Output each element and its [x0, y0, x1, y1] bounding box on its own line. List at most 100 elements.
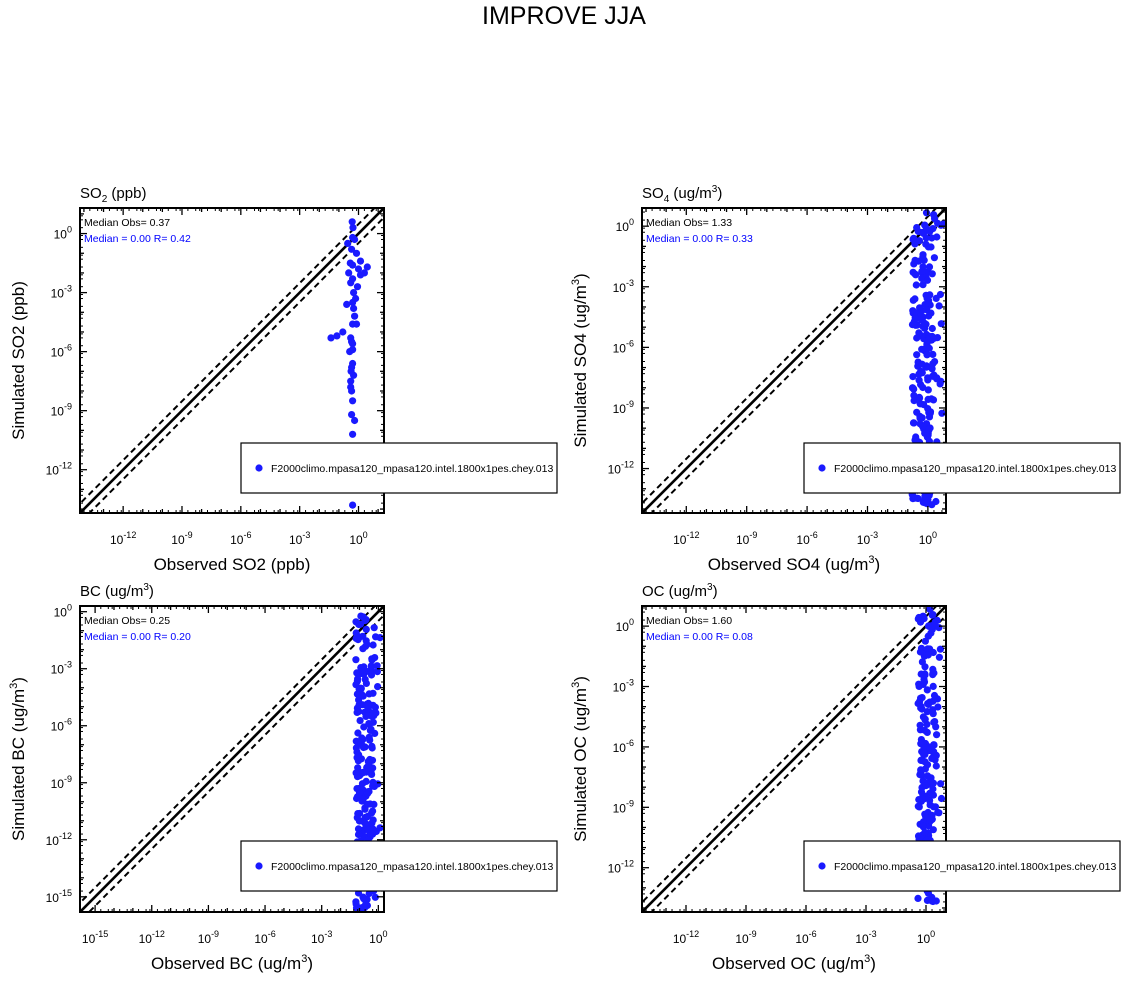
data-point — [365, 667, 373, 676]
data-point — [343, 300, 351, 308]
data-point — [935, 809, 943, 817]
data-point — [367, 662, 375, 670]
data-point — [365, 690, 373, 698]
data-point — [929, 710, 937, 718]
data-point — [355, 701, 363, 709]
page-title: IMPROVE JJA — [482, 2, 646, 30]
data-point — [928, 611, 936, 619]
data-point — [927, 243, 935, 251]
data-point — [911, 295, 919, 303]
y-tick-label: 10-15 — [46, 888, 72, 905]
data-point — [916, 414, 924, 422]
data-point — [374, 683, 382, 691]
legend-marker — [818, 464, 826, 472]
data-point — [915, 237, 924, 245]
data-point — [915, 393, 923, 401]
data-point — [364, 705, 372, 713]
data-point — [935, 302, 943, 310]
data-point — [353, 708, 361, 717]
data-point — [937, 221, 945, 229]
data-point — [916, 648, 925, 656]
x-tick-label: 10-9 — [736, 530, 757, 547]
x-tick-label: 10-12 — [110, 530, 136, 547]
data-point — [928, 324, 936, 333]
data-point — [926, 816, 935, 825]
data-point — [918, 274, 926, 282]
data-point — [349, 298, 357, 307]
data-point — [372, 633, 380, 641]
data-point — [924, 622, 933, 630]
data-point — [923, 686, 931, 694]
data-point — [349, 224, 357, 232]
y-axis-label: Simulated SO4 (ug/m3) — [570, 273, 590, 447]
x-axis-label: Observed SO2 (ppb) — [154, 555, 311, 574]
data-point — [936, 645, 945, 653]
y-tick-label: 10-6 — [51, 343, 72, 360]
data-point — [358, 780, 367, 788]
data-point — [348, 218, 356, 226]
data-point — [933, 616, 941, 625]
data-point — [916, 618, 925, 626]
data-point — [361, 820, 369, 828]
panel-title: SO4 (ug/m3) — [642, 184, 722, 205]
x-tick-label: 10-9 — [171, 530, 192, 547]
data-point — [921, 221, 929, 229]
data-point — [908, 321, 917, 329]
data-point — [352, 656, 360, 664]
data-point — [922, 291, 930, 299]
data-point — [912, 436, 920, 444]
data-point — [924, 772, 932, 780]
data-point — [938, 409, 946, 417]
data-point — [374, 780, 382, 788]
y-tick-label: 10-12 — [46, 831, 72, 848]
data-point — [350, 289, 358, 297]
data-point — [929, 396, 938, 404]
one-to-one-line — [642, 606, 946, 912]
x-tick-label: 10-6 — [795, 929, 816, 946]
data-point — [348, 363, 356, 371]
data-point — [919, 795, 928, 803]
data-point — [355, 620, 363, 629]
data-point — [348, 245, 356, 253]
panel-title: BC (ug/m3) — [80, 582, 154, 600]
data-point — [925, 299, 933, 307]
data-point — [370, 800, 378, 809]
data-point — [344, 239, 352, 247]
data-point — [921, 670, 929, 678]
data-point — [353, 785, 361, 793]
data-point — [351, 416, 359, 425]
legend: F2000climo.mpasa120_mpasa120.intel.1800x… — [240, 840, 558, 892]
data-point — [912, 281, 920, 289]
legend-marker — [818, 862, 826, 870]
y-tick-label: 100 — [54, 225, 72, 242]
data-point — [930, 691, 939, 700]
data-point — [910, 397, 918, 405]
data-point — [361, 904, 369, 912]
x-tick-label: 10-9 — [198, 929, 219, 946]
x-tick-label: 10-3 — [289, 530, 310, 547]
y-tick-label: 10-9 — [51, 774, 72, 791]
data-point — [362, 642, 370, 650]
data-point — [934, 703, 942, 711]
axis-ticks — [642, 605, 947, 912]
data-point — [376, 824, 384, 832]
chart-panel-4: 10-12 10-9 10-6 10-3 100 10-12 10-9 10-6 10-3 100… — [570, 582, 1121, 973]
data-point — [359, 768, 367, 776]
legend-label: F2000climo.mpasa120_mpasa120.intel.1800x… — [271, 861, 553, 873]
x-tick-label: 10-3 — [857, 530, 878, 547]
data-point — [364, 711, 372, 719]
data-point — [371, 703, 379, 711]
y-tick-label: 10-6 — [51, 717, 72, 734]
data-point — [919, 281, 927, 289]
data-point — [919, 383, 927, 392]
data-point — [926, 424, 934, 432]
median-obs-text: Median Obs= 0.25 — [84, 615, 170, 627]
reference-lines — [80, 606, 384, 912]
data-point — [910, 385, 918, 393]
data-point — [916, 304, 924, 312]
data-point — [913, 334, 921, 342]
data-point — [924, 376, 932, 384]
y-axis-label: Simulated OC (ug/m3) — [570, 676, 590, 842]
data-point — [913, 494, 921, 502]
data-point — [352, 634, 360, 643]
